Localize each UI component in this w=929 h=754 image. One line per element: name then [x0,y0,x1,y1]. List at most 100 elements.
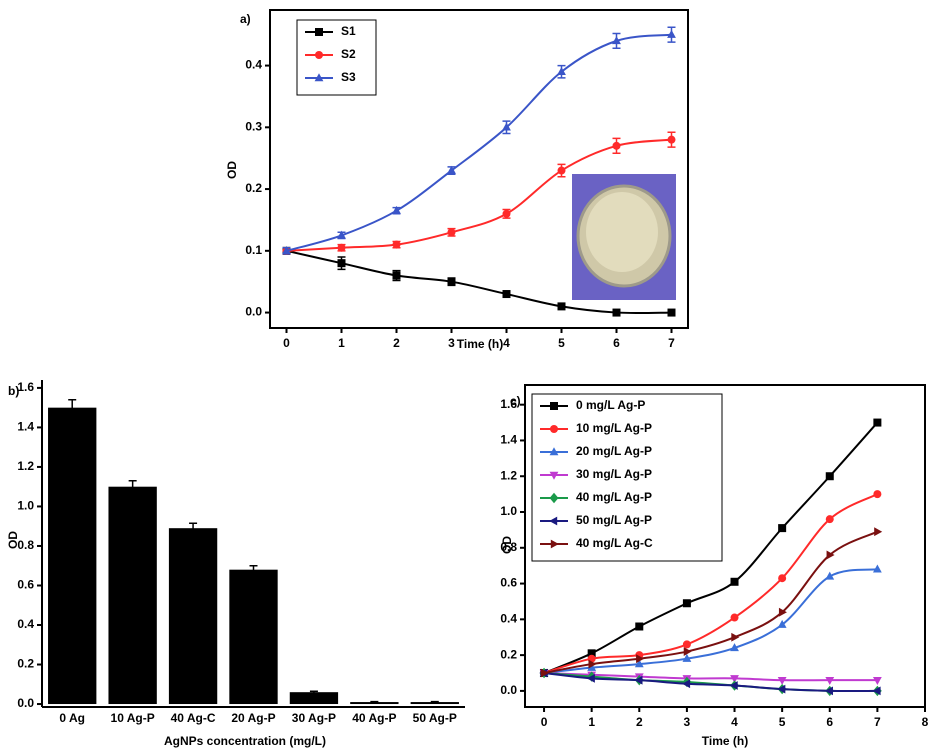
marker [683,647,692,656]
marker [557,302,566,311]
y-tick-label: 0.0 [17,696,34,710]
marker [873,490,882,499]
panel-title: c) [510,394,521,408]
series-line [543,530,878,674]
y-tick-label: 1.4 [500,433,517,447]
marker [314,73,324,82]
x-tick-label: 2 [393,336,400,350]
series-line [286,33,672,252]
x-tick-label: 1 [588,715,595,729]
error-bar [68,399,77,417]
x-tick-label: 3 [448,336,455,350]
y-tick-label: 1.2 [17,459,34,473]
marker [872,686,881,696]
x-axis-label: Time (h) [702,734,748,748]
marker [824,686,833,696]
y-tick-label: 1.4 [17,420,34,434]
x-tick-label: 7 [668,336,675,350]
marker [586,673,595,683]
panel-title: b) [8,384,19,398]
y-tick-label: 0.4 [500,612,517,626]
error-bar [430,700,439,704]
y-axis-label: OD [500,536,514,554]
y-tick-label: 0.0 [245,305,262,319]
marker [874,527,883,537]
marker [667,308,676,317]
marker [392,271,401,280]
marker [634,675,643,685]
series-line [544,672,878,682]
marker [282,246,291,255]
y-tick-label: 1.2 [500,468,517,482]
marker [447,228,456,237]
marker [612,308,621,317]
y-tick-label: 0.4 [17,617,34,631]
x-tick-label: 5 [558,336,565,350]
marker [337,230,346,239]
marker [825,472,834,481]
x-tick-label: 0 [541,715,548,729]
marker [549,492,559,504]
agar [586,192,658,272]
bar [289,692,339,705]
legend-label: 10 mg/L Ag-P [576,421,652,435]
y-tick-label: 0.3 [245,119,262,133]
bar [168,528,218,705]
error-bar [189,522,198,534]
legend-label: 30 mg/L Ag-P [576,467,652,481]
marker [872,564,882,573]
x-tick-label: 6 [613,336,620,350]
panel: 0.0 0.2 0.4 0.6 0.8 1.0 1.2 1.4 1.6b) AgNPs conce… [6,380,465,748]
marker [392,240,401,249]
y-axis-label: OD [225,161,239,179]
marker [667,29,676,38]
marker [337,259,346,268]
y-tick-label: 1.6 [17,380,34,394]
y-tick-label: 0.8 [500,540,517,554]
legend-label: S2 [341,47,356,61]
bar [48,407,97,705]
legend-label: S3 [341,70,356,84]
series-line [286,138,672,252]
x-tick-label: 8 [922,715,929,729]
marker [502,209,511,218]
marker [730,675,739,684]
marker [550,539,559,549]
y-tick-label: 1.0 [17,499,34,513]
marker [873,418,882,427]
x-tick-label: 7 [874,715,881,729]
marker [730,577,739,586]
y-tick-label: 0.6 [17,578,34,592]
marker [540,668,549,678]
x-tick-label: 6 [826,715,833,729]
marker [825,571,835,580]
marker [447,277,456,286]
marker [872,676,882,685]
y-tick-label: 0.1 [245,243,262,257]
marker [337,243,346,252]
marker [825,676,835,685]
error-bar [128,480,137,494]
error-bar [249,564,258,575]
marker [682,653,692,662]
marker [549,471,559,480]
y-axis-label: OD [6,531,20,549]
marker [778,574,787,583]
marker [587,649,596,658]
marker [825,515,834,524]
marker [549,516,558,526]
y-tick-label: 0.2 [17,657,34,671]
x-tick-label: 2 [636,715,643,729]
x-tick-label: 0 Ag [59,711,85,725]
marker [730,643,739,652]
marker [682,599,691,608]
marker [588,659,597,669]
x-axis-label: Time (h) [457,337,503,351]
inset-photo [572,174,676,300]
marker [392,205,401,214]
x-tick-label: 1 [338,336,345,350]
panel: 0.0 0.2 0.4 0.6 0.8 1.0 1.2 1.4 1.6 0 1 2 3 4 5 6 7 8 c) Ti… [500,384,929,748]
marker [826,550,835,560]
